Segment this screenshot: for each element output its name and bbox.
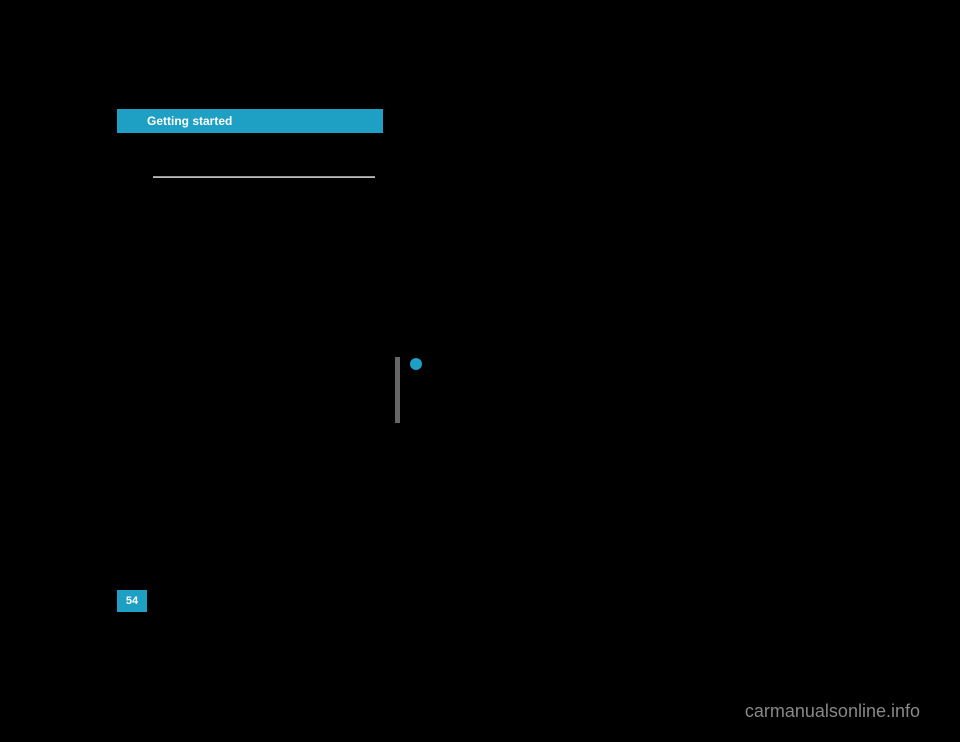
watermark-text: carmanualsonline.info	[745, 701, 920, 722]
info-bullet-icon	[410, 358, 422, 370]
section-header-tab: Getting started	[117, 109, 383, 133]
page-number-badge: 54	[117, 590, 147, 612]
content-separator	[153, 176, 375, 178]
info-vertical-bar	[395, 357, 400, 423]
